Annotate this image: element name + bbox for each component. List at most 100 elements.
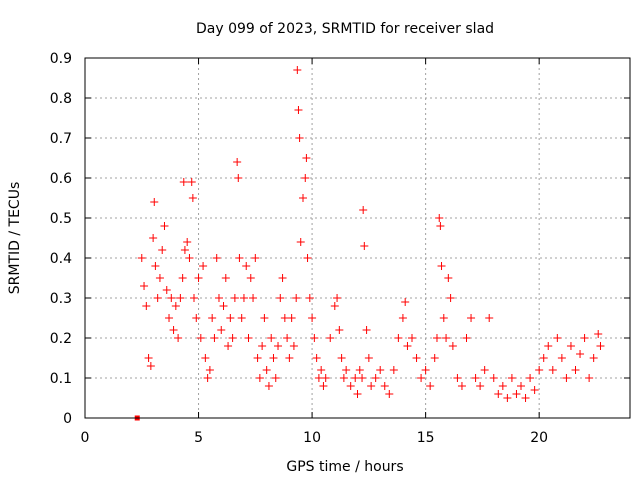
data-point	[489, 374, 498, 382]
data-point	[485, 314, 494, 322]
data-point	[439, 314, 448, 322]
data-point	[394, 334, 403, 342]
data-point	[403, 342, 412, 350]
data-point	[289, 342, 298, 350]
data-point	[280, 314, 289, 322]
data-point	[362, 326, 371, 334]
data-point	[467, 314, 476, 322]
data-point	[321, 374, 330, 382]
data-point	[367, 382, 376, 390]
data-point	[333, 294, 342, 302]
data-point	[302, 154, 311, 162]
data-point	[364, 354, 373, 362]
data-point	[178, 274, 187, 282]
data-point	[269, 354, 278, 362]
data-point	[267, 334, 276, 342]
data-point	[426, 382, 435, 390]
data-point	[571, 366, 580, 374]
data-point	[221, 274, 230, 282]
data-point	[203, 374, 212, 382]
x-tick-label: 10	[303, 430, 321, 446]
data-point	[188, 194, 197, 202]
data-point	[337, 354, 346, 362]
data-point	[278, 274, 287, 282]
data-point	[317, 366, 326, 374]
data-point	[249, 294, 258, 302]
data-point	[274, 342, 283, 350]
data-point	[219, 302, 228, 310]
data-point	[246, 274, 255, 282]
data-point	[389, 366, 398, 374]
data-point	[596, 342, 605, 350]
data-point	[194, 274, 203, 282]
data-point	[271, 374, 280, 382]
data-point	[155, 274, 164, 282]
data-point	[401, 298, 410, 306]
data-point	[498, 382, 507, 390]
data-point	[330, 302, 339, 310]
data-point	[264, 382, 273, 390]
data-point	[351, 374, 360, 382]
data-point	[210, 334, 219, 342]
data-point	[276, 294, 285, 302]
data-point	[446, 294, 455, 302]
data-point	[201, 354, 210, 362]
data-point	[417, 374, 426, 382]
data-point	[580, 334, 589, 342]
data-point	[342, 366, 351, 374]
data-point	[205, 366, 214, 374]
data-point	[544, 342, 553, 350]
data-point	[562, 374, 571, 382]
data-point	[476, 382, 485, 390]
y-tick-label: 0.4	[50, 251, 72, 267]
data-point	[380, 382, 389, 390]
data-point	[295, 134, 304, 142]
data-point	[432, 334, 441, 342]
data-point	[228, 334, 237, 342]
data-point	[303, 254, 312, 262]
data-point	[530, 386, 539, 394]
data-point	[553, 334, 562, 342]
data-point	[150, 198, 159, 206]
data-point	[355, 366, 364, 374]
x-tick-label: 5	[194, 430, 203, 446]
data-point	[171, 302, 180, 310]
data-point	[293, 66, 302, 74]
data-point	[421, 366, 430, 374]
data-point	[301, 174, 310, 182]
data-point	[435, 214, 444, 222]
data-point	[165, 314, 174, 322]
data-point	[151, 262, 160, 270]
data-point	[385, 390, 394, 398]
data-point	[319, 382, 328, 390]
y-tick-label: 0.5	[50, 211, 72, 227]
data-point	[174, 334, 183, 342]
data-point	[153, 294, 162, 302]
data-point	[208, 314, 217, 322]
data-point	[217, 326, 226, 334]
data-point	[326, 334, 335, 342]
data-point	[176, 294, 185, 302]
data-point	[335, 326, 344, 334]
data-point	[480, 366, 489, 374]
data-point	[190, 294, 198, 302]
x-tick-label: 0	[81, 430, 90, 446]
data-point	[585, 374, 594, 382]
y-tick-label: 0.6	[50, 171, 72, 187]
data-point	[312, 354, 321, 362]
data-point	[503, 394, 512, 402]
data-point	[526, 374, 535, 382]
data-point	[457, 382, 466, 390]
data-point	[242, 262, 251, 270]
data-point	[589, 354, 598, 362]
data-point	[453, 374, 462, 382]
data-point	[359, 206, 368, 214]
data-point	[234, 174, 243, 182]
data-point	[137, 254, 146, 262]
data-point	[237, 314, 246, 322]
data-point	[255, 374, 264, 382]
axis-ticks: 0 0.1 0.2 0.3 0.4 0.5 0.6 0.7 0.8 0.9 0 5 10 15 20	[50, 51, 630, 446]
data-point	[299, 194, 307, 202]
data-point	[437, 262, 446, 270]
